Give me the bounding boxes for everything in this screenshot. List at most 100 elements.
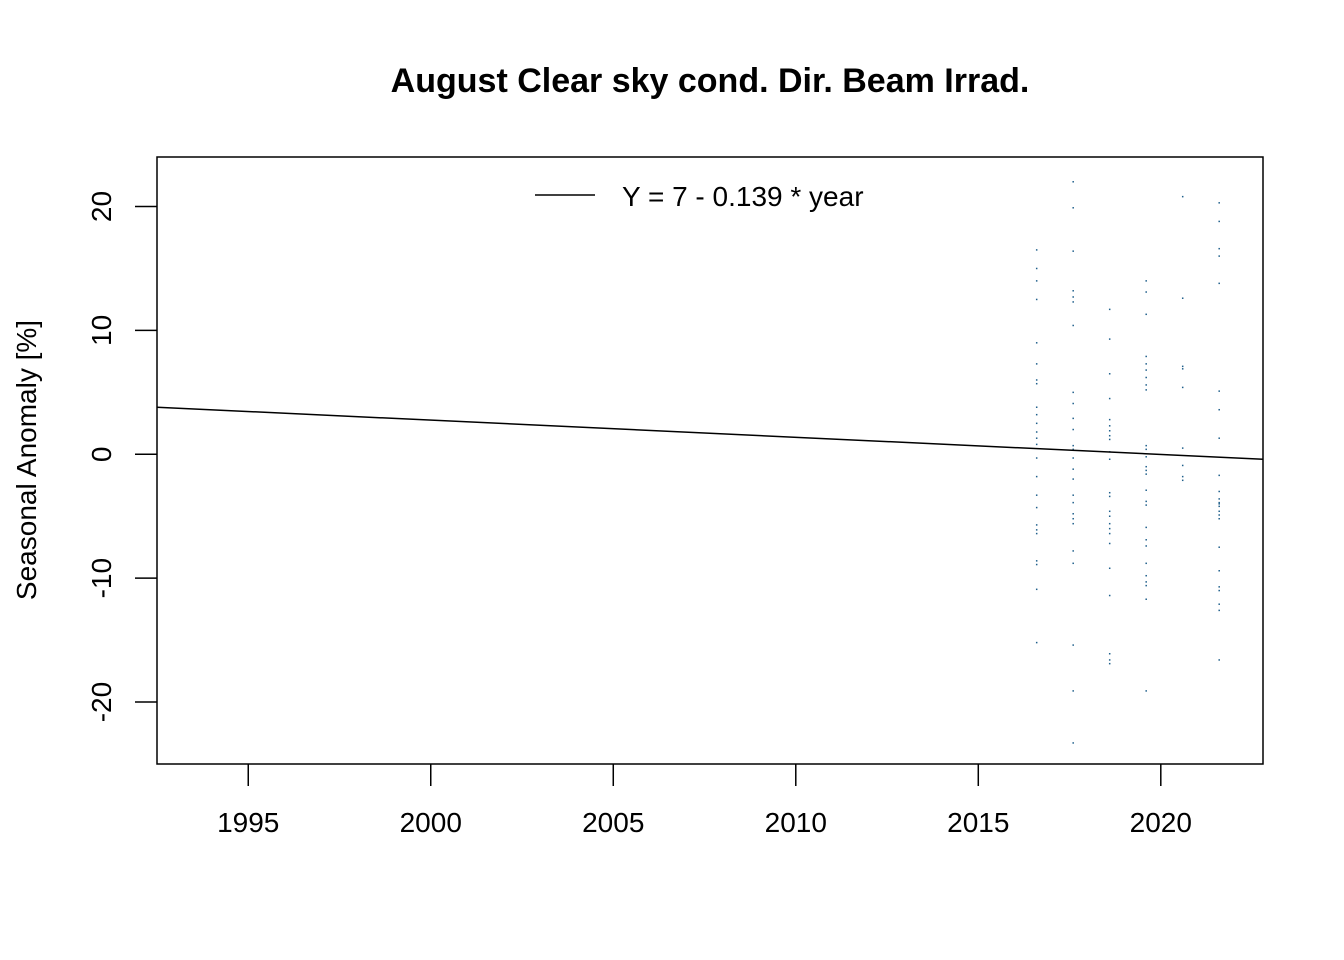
data-point [1072,448,1074,451]
data-point [1145,469,1147,472]
data-point [1218,570,1220,572]
data-point [1218,510,1220,513]
data-point [1035,413,1038,416]
data-point [1035,563,1038,566]
data-point [1108,659,1111,661]
data-point [1072,690,1074,692]
data-point [1145,389,1147,391]
data-point [1108,308,1111,311]
data-point [1108,532,1111,535]
data-point [1108,338,1111,340]
x-tick-label-2005: 2005 [582,807,644,838]
data-point [1218,390,1220,392]
data-point [1108,425,1111,427]
data-point [1072,296,1074,298]
data-point [1218,659,1220,661]
data-point [1035,437,1038,439]
data-point [1035,363,1038,365]
data-point [1072,517,1074,520]
data-point [1218,503,1220,505]
data-point [1072,513,1074,515]
data-point [1072,391,1074,394]
data-point [1072,742,1074,744]
data-point [1145,369,1147,371]
data-point [1072,644,1074,646]
data-point [1072,417,1074,420]
data-point [1035,475,1038,478]
data-point [1108,458,1111,461]
data-point [1181,475,1184,478]
trend-line [156,406,1264,461]
data-point [1035,382,1038,385]
data-point [1035,529,1038,531]
data-point [1181,297,1184,299]
data-point [1072,457,1074,459]
data-point [1035,379,1038,381]
data-point [1072,444,1074,447]
trend-line-layer [156,406,1264,461]
data-point [1145,539,1147,541]
data-point [1108,418,1111,421]
data-point [1218,408,1220,411]
x-tick-label-2000: 2000 [400,807,462,838]
legend: Y = 7 - 0.139 * year [535,181,864,212]
data-point [1181,386,1184,389]
data-point [1145,465,1147,468]
data-point [1181,464,1184,467]
data-point [1181,365,1184,368]
data-point [1218,501,1220,504]
data-point [1072,501,1074,504]
data-point [1218,609,1220,612]
chart-title: August Clear sky cond. Dir. Beam Irrad. [391,62,1030,100]
data-point [1145,384,1147,386]
data-point [1145,291,1147,293]
data-point [1072,494,1074,496]
data-point [1218,282,1220,285]
data-point [1145,355,1147,358]
x-tick-label-2020: 2020 [1130,807,1192,838]
data-point [1108,662,1111,665]
data-point [1108,438,1111,441]
data-point [1145,489,1147,491]
data-point [1218,517,1220,520]
data-point [1035,249,1038,251]
data-point [1181,479,1184,482]
data-point [1035,588,1038,591]
data-point [1145,598,1147,600]
data-point [1072,250,1074,252]
data-point [1145,504,1147,506]
data-point [1145,280,1147,282]
data-point [1218,586,1220,588]
y-axis-label: Seasonal Anomaly [%] [11,320,42,600]
data-point [1072,402,1074,405]
data-point [1108,542,1111,545]
data-point [1072,478,1074,480]
data-point [1145,376,1147,379]
data-point [1108,515,1111,517]
data-point [1145,500,1147,503]
data-point [1145,562,1147,565]
data-point [1035,298,1038,301]
data-point [1072,324,1074,327]
data-point [1108,397,1111,400]
data-point [1145,690,1147,692]
data-point [1218,603,1220,605]
data-point [1218,255,1220,257]
data-point [1218,589,1220,592]
data-point [1218,505,1220,508]
data-point [1072,550,1074,552]
data-point [1218,490,1220,493]
data-point [1035,524,1038,526]
y-tick-label-10: 10 [86,315,117,346]
data-point [1035,457,1038,459]
data-point [1145,526,1147,529]
data-point [1035,280,1038,282]
data-point [1072,290,1074,292]
data-point [1072,468,1074,470]
data-point [1108,522,1111,525]
data-points [1035,181,1220,744]
data-point [1218,546,1220,548]
x-tick-label-1995: 1995 [217,807,279,838]
data-point [1108,495,1111,498]
